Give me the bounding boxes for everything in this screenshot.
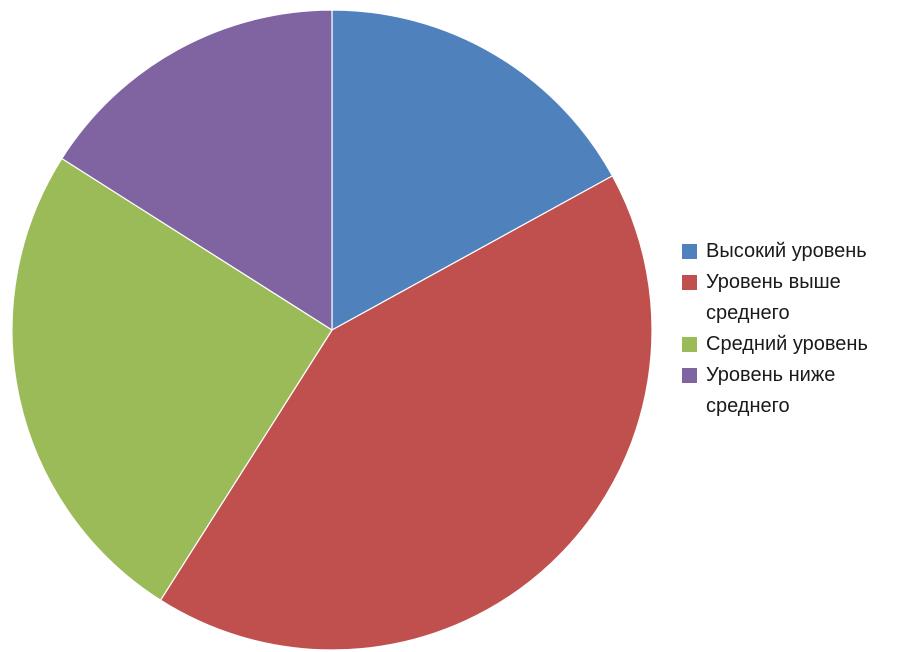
legend-label-below-average: Уровень ниже среднего	[706, 364, 836, 417]
legend-item-average: Средний уровень	[680, 329, 908, 360]
legend-swatch-above-average	[682, 275, 697, 290]
legend-label-high: Высокий уровень	[706, 240, 867, 262]
pie-slice-average	[11, 157, 333, 601]
pie-slice-high	[331, 9, 614, 331]
legend-label-above-average: Уровень выше среднего	[706, 271, 841, 324]
legend-item-high: Высокий уровень	[680, 236, 908, 267]
legend-item-below-average: Уровень ниже среднего	[680, 360, 908, 422]
legend-item-above-average: Уровень выше среднего	[680, 267, 908, 329]
legend-swatch-below-average	[682, 368, 697, 383]
legend-label-average: Средний уровень	[706, 333, 868, 355]
legend-swatch-high	[682, 244, 697, 259]
pie-slices	[11, 9, 653, 651]
legend-swatch-average	[682, 337, 697, 352]
pie-slice-above-average	[159, 175, 653, 651]
pie-slice-below-average	[61, 9, 333, 331]
legend: Высокий уровень Уровень выше среднего Ср…	[680, 236, 908, 422]
